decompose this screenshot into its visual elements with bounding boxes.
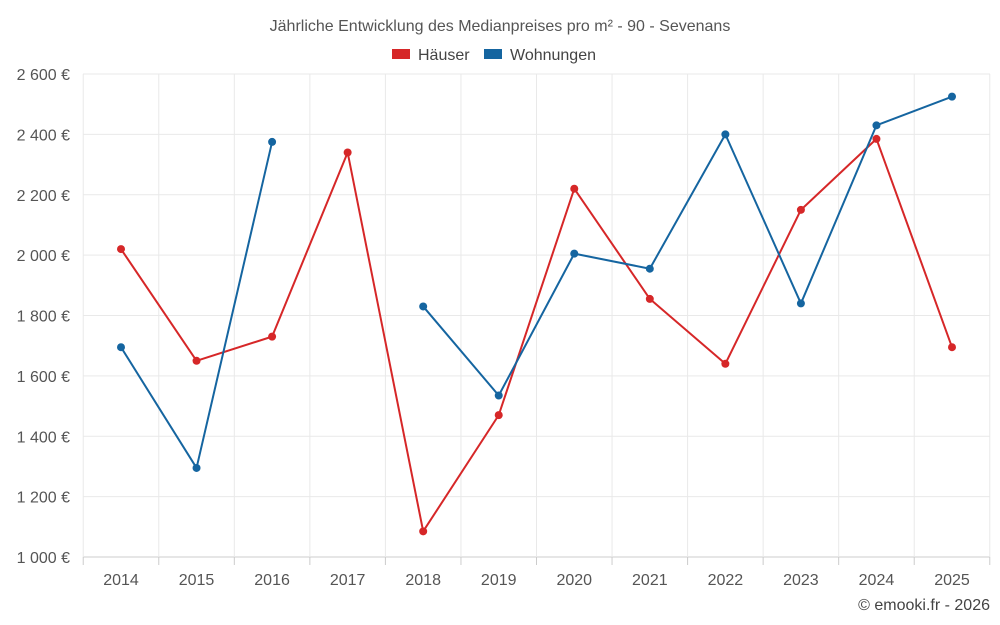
data-point[interactable]	[948, 92, 956, 101]
y-tick-label: 2 000 €	[17, 248, 70, 265]
legend-label-wohnungen: Wohnungen	[510, 47, 596, 64]
series-1	[117, 92, 956, 472]
data-point[interactable]	[645, 294, 654, 303]
series-0	[117, 134, 956, 536]
data-point[interactable]	[117, 245, 125, 254]
y-tick-label: 1 200 €	[17, 490, 70, 507]
data-point[interactable]	[343, 148, 352, 157]
legend-swatch-haeuser	[392, 49, 410, 59]
data-point[interactable]	[948, 343, 956, 352]
data-point[interactable]	[268, 137, 277, 146]
data-point[interactable]	[419, 302, 428, 311]
x-tick-label: 2016	[254, 572, 290, 589]
series-line	[120, 141, 274, 469]
data-point[interactable]	[494, 411, 503, 420]
y-tick-label: 2 400 €	[17, 127, 70, 144]
x-tick-label: 2019	[481, 572, 517, 589]
y-axis: 1 000 € 1 200 € 1 400 € 1 600 € 1 800 € 2 000…	[17, 67, 70, 567]
x-tick-label: 2023	[783, 572, 819, 589]
y-tick-label: 2 200 €	[17, 188, 70, 205]
data-point[interactable]	[872, 121, 881, 130]
y-tick-label: 1 400 €	[17, 429, 70, 446]
chart-title: Jährliche Entwicklung des Medianpreises …	[270, 18, 731, 35]
data-point[interactable]	[721, 130, 730, 139]
legend: Häuser Wohnungen	[392, 47, 596, 64]
x-tick-label: 2014	[103, 572, 139, 589]
x-tick-label: 2024	[859, 572, 895, 589]
data-point[interactable]	[117, 343, 125, 352]
data-point[interactable]	[419, 527, 428, 536]
y-tick-label: 1 600 €	[17, 369, 70, 386]
legend-label-haeuser: Häuser	[418, 47, 470, 64]
series-line	[422, 95, 953, 397]
data-point[interactable]	[192, 463, 201, 472]
x-tick-label: 2015	[179, 572, 215, 589]
data-point[interactable]	[494, 391, 503, 400]
data-point[interactable]	[796, 299, 805, 308]
legend-item-wohnungen[interactable]: Wohnungen	[484, 47, 596, 64]
data-point[interactable]	[570, 249, 579, 258]
data-point[interactable]	[268, 332, 277, 341]
gridlines	[82, 73, 991, 558]
x-tick-label: 2020	[556, 572, 592, 589]
data-point[interactable]	[872, 134, 881, 143]
credit-text: © emooki.fr - 2026	[858, 597, 990, 614]
data-point[interactable]	[645, 264, 654, 273]
data-point[interactable]	[796, 205, 805, 214]
y-tick-label: 1 000 €	[17, 550, 70, 567]
legend-item-haeuser[interactable]: Häuser	[392, 47, 470, 64]
x-tick-label: 2018	[405, 572, 441, 589]
y-tick-label: 2 600 €	[17, 67, 70, 84]
x-tick-label: 2025	[934, 572, 970, 589]
x-axis: 2014 2015 2016 2017 2018 2019 2020 2021 2022 2023…	[82, 557, 991, 589]
series	[117, 92, 956, 536]
y-tick-label: 1 800 €	[17, 309, 70, 326]
x-tick-label: 2022	[708, 572, 744, 589]
data-point[interactable]	[192, 356, 201, 365]
data-point[interactable]	[570, 184, 579, 193]
x-tick-label: 2017	[330, 572, 366, 589]
series-line	[120, 137, 953, 533]
legend-swatch-wohnungen	[484, 49, 502, 59]
x-tick-label: 2021	[632, 572, 668, 589]
data-point[interactable]	[721, 359, 730, 368]
